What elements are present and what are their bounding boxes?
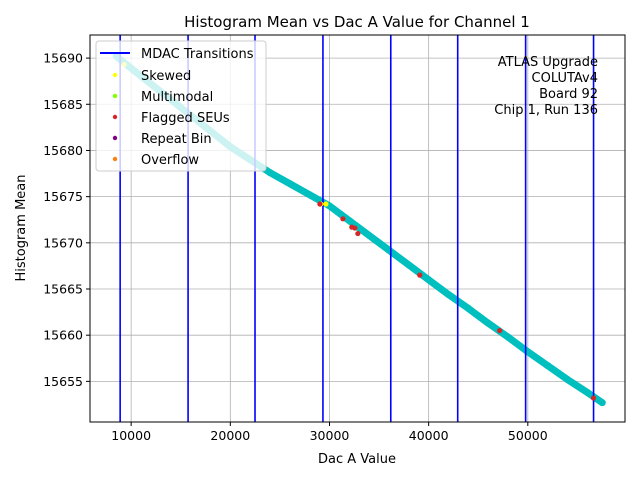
data-point bbox=[583, 388, 591, 396]
legend-label: MDAC Transitions bbox=[141, 47, 254, 62]
marker-skewed bbox=[323, 201, 329, 207]
data-point bbox=[464, 304, 472, 312]
axes-frame bbox=[89, 34, 626, 423]
y-axis-label: Histogram Mean bbox=[14, 175, 29, 282]
data-point bbox=[544, 362, 552, 370]
annotation: ATLAS Upgrade COLUTAv4 Board 92 Chip 1, … bbox=[494, 55, 598, 118]
legend-marker bbox=[112, 114, 118, 120]
legend-label: Multimodal bbox=[141, 90, 213, 105]
annotation-line: COLUTAv4 bbox=[532, 71, 598, 86]
data-point bbox=[425, 276, 433, 284]
legend: MDAC Transitions Skewed Multimodal Flagged… bbox=[95, 40, 267, 172]
y-tick-label: 15655 bbox=[43, 374, 83, 389]
y-tick-label: 15690 bbox=[43, 51, 83, 66]
y-tick-label: 15670 bbox=[43, 235, 83, 250]
x-tick-label: 50000 bbox=[508, 428, 548, 443]
data-point bbox=[563, 376, 571, 384]
marker-flagged-seus bbox=[417, 272, 423, 278]
data-point bbox=[484, 319, 492, 327]
data-point bbox=[306, 191, 314, 199]
marker-flagged-seus bbox=[352, 225, 358, 231]
data-point bbox=[504, 333, 512, 341]
annotation-line: Chip 1, Run 136 bbox=[494, 103, 598, 118]
y-tick-label: 15665 bbox=[43, 281, 83, 296]
annotation-line: Board 92 bbox=[535, 87, 598, 102]
data-point bbox=[365, 231, 373, 239]
legend-marker bbox=[112, 93, 118, 99]
data-point bbox=[444, 291, 452, 299]
data-point bbox=[345, 217, 353, 225]
legend-label: Flagged SEUs bbox=[141, 111, 230, 126]
marker-flagged-seus bbox=[497, 327, 503, 334]
x-axis-label: Dac A Value bbox=[318, 452, 396, 467]
annotation-line: ATLAS Upgrade bbox=[498, 55, 598, 70]
marker-flagged-seus bbox=[590, 395, 597, 401]
marker-flagged-seus bbox=[340, 216, 346, 222]
y-tick-label: 15680 bbox=[43, 143, 83, 158]
x-tick-label: 40000 bbox=[409, 428, 449, 443]
x-tick-label: 20000 bbox=[210, 428, 250, 443]
y-tick-label: 15685 bbox=[43, 97, 83, 112]
y-tick-label: 15660 bbox=[43, 328, 83, 343]
data-point bbox=[405, 261, 413, 269]
legend-marker bbox=[112, 156, 118, 162]
legend-label: Skewed bbox=[141, 69, 191, 84]
x-tick-label: 30000 bbox=[310, 428, 350, 443]
y-tick-label: 15675 bbox=[43, 189, 83, 204]
legend-marker bbox=[112, 72, 118, 78]
chart-title: Histogram Mean vs Dac A Value for Channe… bbox=[184, 13, 530, 31]
data-point bbox=[598, 399, 606, 407]
legend-label: Overflow bbox=[141, 153, 199, 168]
data-point bbox=[266, 169, 274, 177]
marker-flagged-seus bbox=[355, 230, 361, 237]
legend-label: Repeat Bin bbox=[141, 132, 212, 147]
ticks: 10000 20000 30000 40000 50000 15655 15660 15665… bbox=[43, 51, 548, 443]
marker-flagged-seus bbox=[317, 201, 323, 207]
data-point bbox=[286, 180, 294, 188]
legend-box bbox=[95, 40, 267, 172]
legend-marker bbox=[112, 135, 118, 141]
x-tick-label: 10000 bbox=[111, 428, 151, 443]
